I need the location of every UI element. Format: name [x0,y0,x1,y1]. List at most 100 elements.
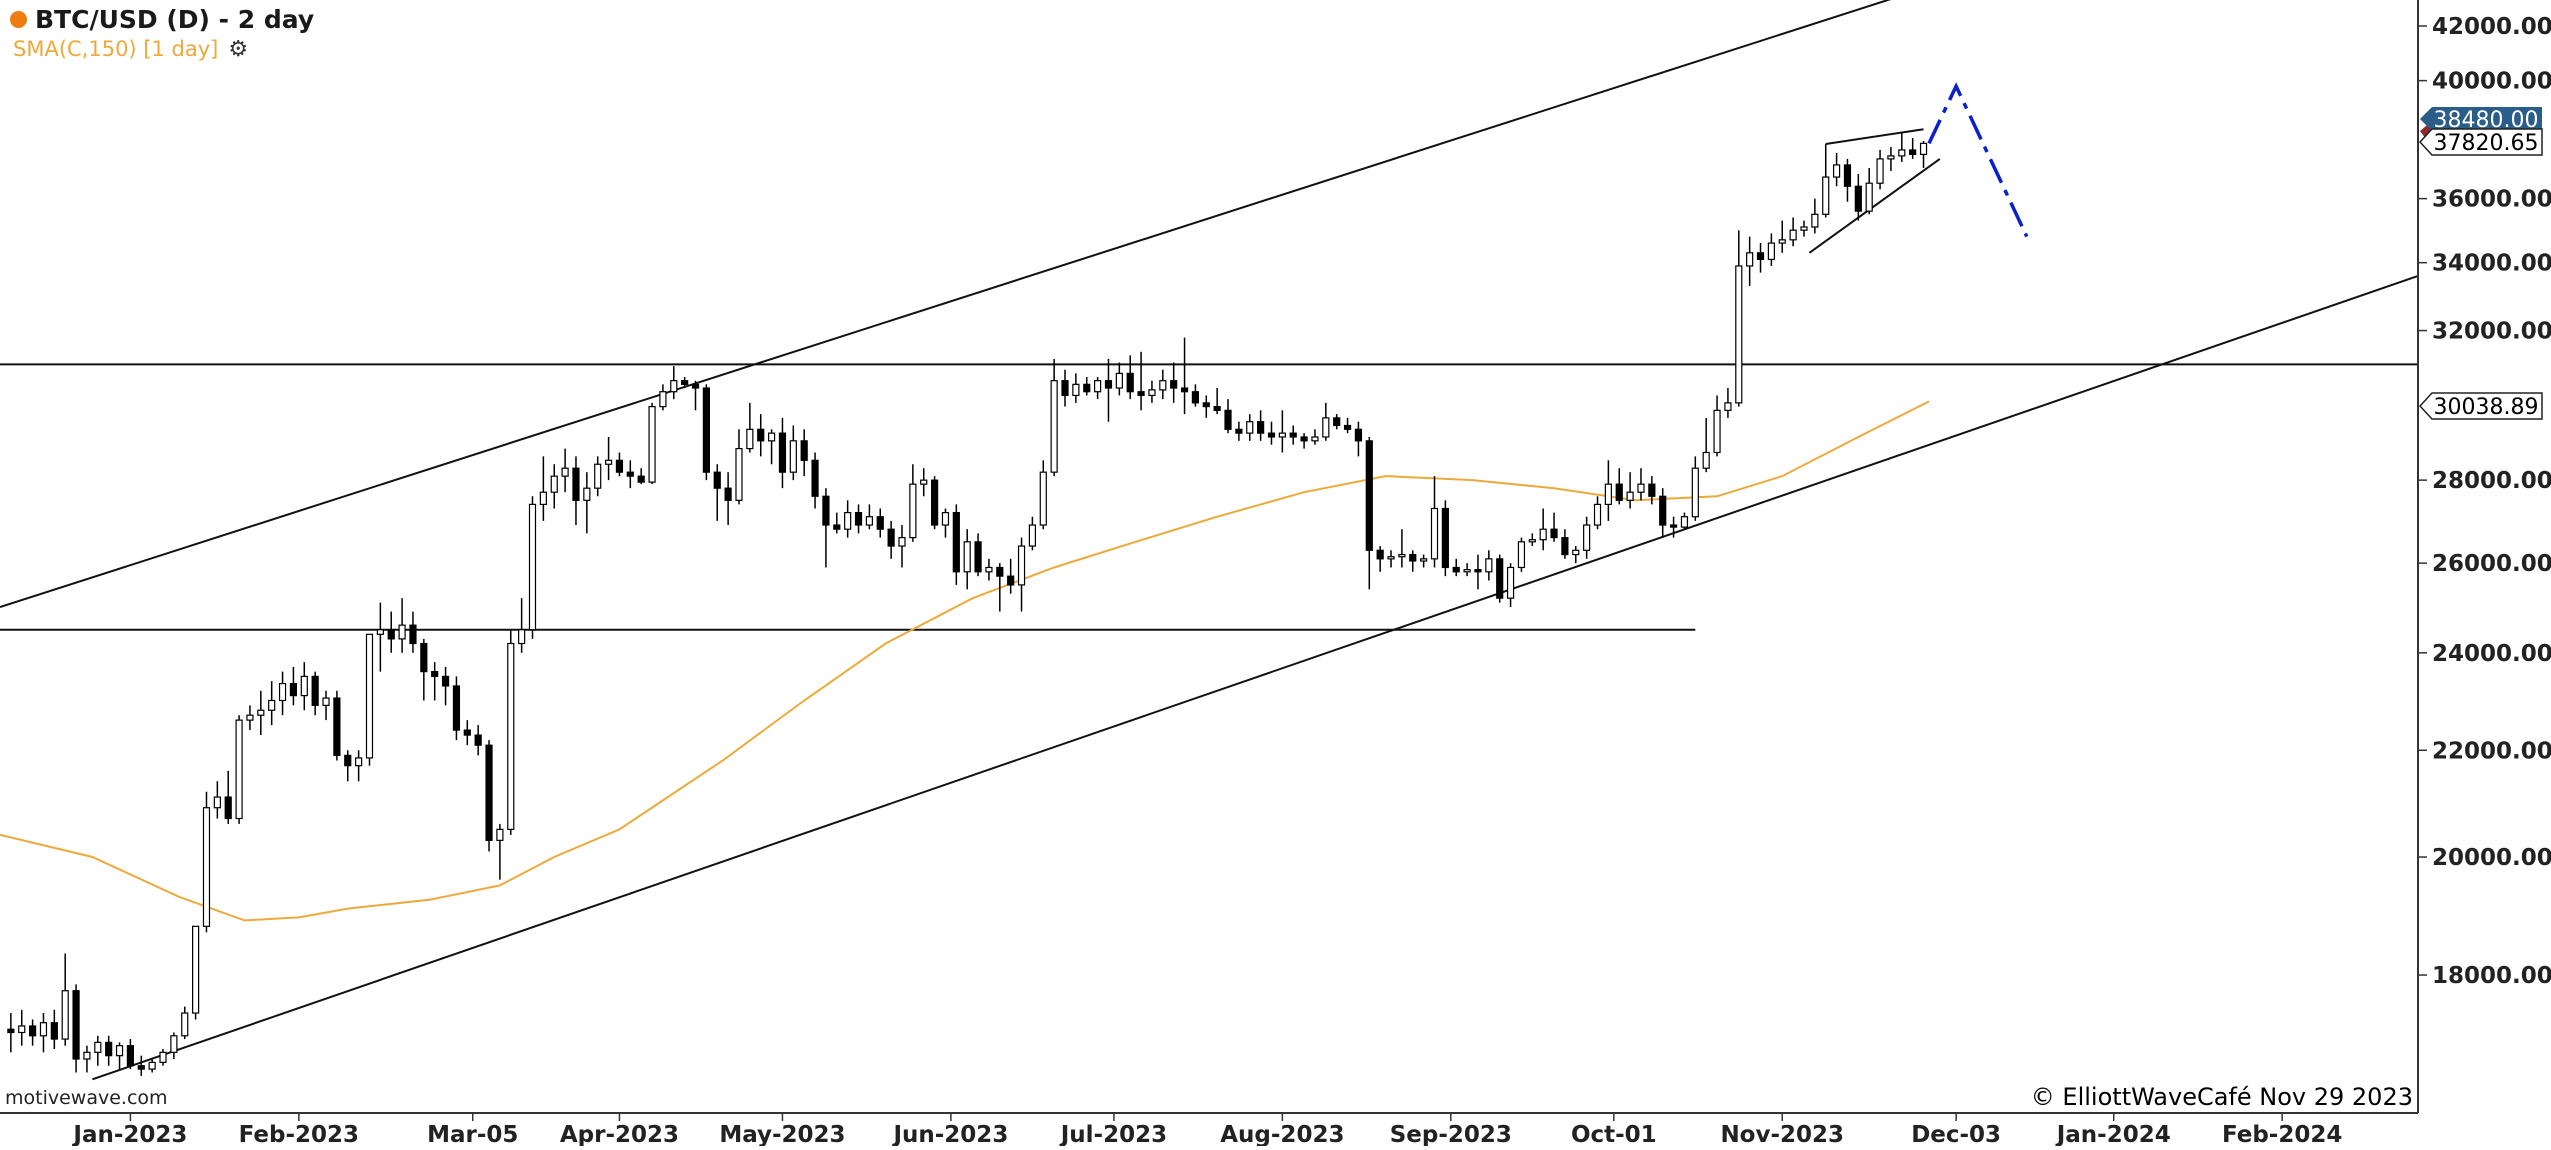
candle [822,488,830,568]
candle-body [126,1045,135,1067]
candle [757,414,765,457]
candle [1104,358,1113,422]
candle [1333,414,1341,430]
candle [213,781,221,819]
candle-body [1365,440,1373,551]
candle [1593,496,1602,530]
candle-body [518,629,526,645]
candle [1170,362,1178,403]
candle-body [659,391,667,408]
candle-body [1593,503,1602,526]
candle [691,380,700,411]
candle-body [1398,553,1406,558]
candle-body [1724,402,1732,411]
candle [1854,174,1862,221]
x-tick-label: Aug-2023 [1220,1122,1344,1146]
candle [1017,537,1026,612]
candle-body [463,729,471,736]
candle-body [702,387,710,473]
candle [235,715,243,824]
candle [1061,369,1069,407]
candle-body [1180,387,1189,393]
candle-body [278,682,287,702]
candle-body [778,432,787,473]
candle [1485,550,1493,581]
candle [518,598,526,653]
indicator-label[interactable]: SMA(C,150) [1 day] [13,37,219,61]
candle [1452,558,1460,577]
candle-body [1420,558,1428,562]
candle-body [398,624,406,640]
candle-body [1289,432,1297,438]
candle [278,671,287,716]
candle [800,429,808,477]
candle [550,464,558,509]
candle [7,1013,15,1053]
candle [224,770,232,824]
y-tick-label: 36000.00 [2432,187,2551,213]
candle [1007,558,1015,594]
candle-body [952,512,960,573]
x-tick-label: Oct-01 [1571,1122,1657,1146]
candle [1159,369,1167,400]
candle-body [1463,569,1471,573]
candle [387,611,395,653]
candle-body [1767,242,1775,260]
candle-body [626,471,634,477]
y-tick-label: 18000.00 [2432,963,2551,989]
candle-body [615,459,624,473]
y-tick-label: 26000.00 [2432,551,2551,577]
candle-body [1061,380,1069,397]
x-tick-label: Apr-2023 [560,1122,679,1146]
candle [1626,472,1634,509]
candle [996,563,1004,612]
candle-body [1898,149,1906,157]
x-tick-label: Nov-2023 [1720,1122,1844,1146]
candle [496,823,504,880]
candle-body [235,719,243,820]
candle-body [974,541,982,573]
candle [1735,230,1743,407]
candle [1463,563,1471,577]
candle [474,725,482,756]
sma-line [0,400,1930,922]
candle-body [963,541,971,573]
candle-body [1017,545,1026,586]
candle-body [1028,524,1037,547]
gear-icon[interactable]: ⚙ [228,36,249,62]
candle-body [1083,383,1091,393]
candle-body [713,471,721,489]
candle [1409,550,1417,572]
candle-body [1648,483,1656,497]
candle [115,1042,124,1070]
candle-body [1094,380,1102,393]
candle [1224,399,1232,434]
candle [1137,351,1145,411]
candle-body [1637,483,1645,493]
candle [887,520,895,559]
candle-body [1702,451,1710,469]
candle-body [1626,491,1634,501]
candle-body [507,642,515,830]
candle [648,402,656,485]
candle-body [550,475,558,493]
candle-body [930,479,939,526]
y-tick-label: 42000.00 [2432,14,2551,40]
candle-body [322,697,330,706]
x-tick-label: Dec-03 [1911,1122,2001,1146]
candle-body [213,796,221,809]
candle-body [311,675,319,706]
y-tick-label: 24000.00 [2432,641,2551,667]
candle [202,791,211,933]
candle-body [170,1035,178,1053]
y-tick-label: 40000.00 [2432,69,2551,95]
candle-body [1854,185,1862,212]
candle-body [1474,569,1482,573]
x-tick-label: Jan-2023 [71,1122,187,1146]
candle-body [39,1022,48,1037]
candle-body [637,475,645,483]
candle-body [528,503,537,631]
candle [1420,554,1428,568]
candle [355,750,363,782]
candle [344,750,352,782]
